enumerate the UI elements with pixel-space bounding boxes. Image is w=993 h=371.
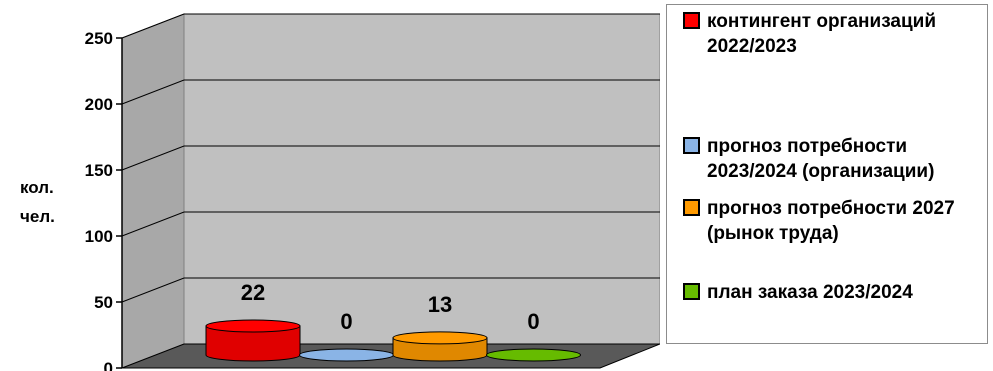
gridline [121,13,660,39]
legend-item-4: план заказа 2023/2024 [683,280,985,305]
y-tick-label: 200 [85,95,113,114]
data-label-2: 0 [340,309,352,334]
data-label-1: 22 [241,280,265,305]
bar-top-2 [299,348,394,362]
legend-swatch-orange [683,199,700,216]
side-wall [121,13,185,369]
data-label-4: 0 [527,309,539,334]
plot-area [121,13,660,369]
y-tick-label: 150 [85,161,113,180]
legend-item-2: прогноз потребности 2023/2024 (организац… [683,134,985,184]
legend-label-2: прогноз потребности 2023/2024 (организац… [707,136,935,182]
bar-top-1 [205,319,301,333]
legend-swatch-green [683,283,700,300]
y-axis-label-line2: чел. [20,207,55,226]
data-label-3: 13 [428,292,452,317]
y-tick-label: 250 [85,29,113,48]
legend-swatch-red [683,12,700,29]
y-tick-label: 0 [104,359,113,371]
gridline [121,277,660,303]
y-axis-label-line1: кол. [20,178,54,197]
legend-label-1: контингент организаций 2022/2023 [707,11,936,57]
legend-swatch-blue [683,137,700,154]
legend: контингент организаций 2022/2023 прогноз… [666,4,988,344]
bar-top-4 [486,348,581,362]
gridline [121,145,660,171]
y-tick-label: 100 [85,227,113,246]
bars [205,319,581,362]
y-tick-label: 50 [94,293,113,312]
bar-body-3 [392,337,488,362]
chart-svg: 0 50 100 150 200 250 22 0 13 0 кол. чел. [20,13,660,371]
legend-item-3: прогноз потребности 2027 (рынок труда) [683,196,985,246]
gridline [121,79,660,105]
legend-item-1: контингент организаций 2022/2023 [683,9,985,59]
gridline [121,211,660,237]
bar-body-1 [205,325,301,362]
y-axis: 0 50 100 150 200 250 [85,29,123,371]
bar-top-3 [392,331,488,345]
legend-label-4: план заказа 2023/2024 [707,282,913,303]
legend-label-3: прогноз потребности 2027 (рынок труда) [707,198,955,244]
data-labels: 22 0 13 0 [241,280,540,334]
